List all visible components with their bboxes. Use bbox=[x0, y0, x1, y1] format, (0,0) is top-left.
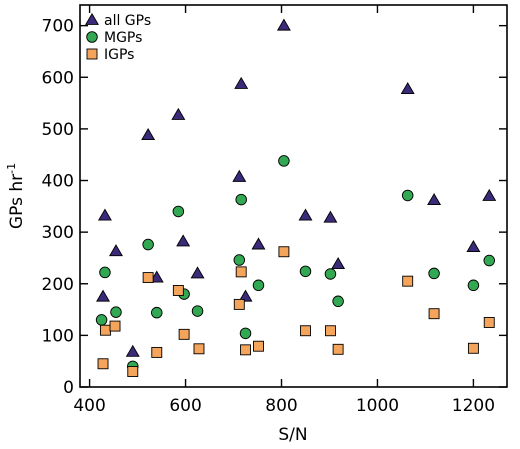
triangle-point bbox=[251, 237, 266, 250]
square-point bbox=[240, 344, 251, 356]
square-point bbox=[127, 366, 139, 377]
triangle-point bbox=[141, 127, 156, 141]
circle-point bbox=[401, 189, 414, 202]
x-tick-label: 1000 bbox=[356, 396, 399, 416]
series-triangle bbox=[96, 18, 497, 357]
y-tick-label: 700 bbox=[42, 17, 74, 37]
y-axis-title-main: GPs hr bbox=[7, 174, 27, 229]
triangle-point bbox=[232, 169, 247, 182]
circle-point bbox=[99, 266, 111, 279]
y-tick-label: 600 bbox=[42, 68, 74, 88]
circle-point bbox=[324, 268, 337, 280]
square-point bbox=[467, 342, 479, 354]
circle-point bbox=[252, 279, 265, 292]
series-square bbox=[97, 246, 495, 377]
square-point bbox=[253, 340, 264, 352]
triangle-point bbox=[109, 244, 123, 257]
circle-point bbox=[151, 306, 163, 319]
square-point bbox=[109, 320, 121, 332]
legend-marker-circle bbox=[86, 31, 98, 43]
triangle-point bbox=[97, 208, 112, 221]
triangle-point bbox=[276, 18, 291, 31]
triangle-point bbox=[427, 193, 442, 206]
y-axis-title-superscript: -1 bbox=[5, 163, 18, 174]
triangle-point bbox=[466, 240, 481, 253]
circle-point bbox=[299, 265, 312, 278]
square-point bbox=[300, 325, 311, 337]
triangle-point bbox=[238, 289, 253, 302]
triangle-point bbox=[234, 76, 249, 89]
y-tick-label: 500 bbox=[42, 120, 74, 140]
square-point bbox=[278, 246, 290, 258]
square-point bbox=[428, 308, 440, 320]
circle-point bbox=[235, 193, 247, 206]
x-tick-label: 800 bbox=[265, 396, 297, 416]
triangle-point bbox=[149, 270, 164, 283]
legend-marker-triangle bbox=[85, 12, 99, 25]
x-tick-label: 600 bbox=[169, 396, 201, 416]
x-tick-label: 400 bbox=[73, 396, 105, 416]
y-axis-title: GPs hr-1 bbox=[5, 163, 27, 229]
square-point bbox=[97, 358, 109, 370]
y-tick-label: 100 bbox=[42, 326, 74, 346]
triangle-point bbox=[298, 208, 313, 221]
data-points bbox=[95, 18, 497, 377]
circle-point bbox=[483, 254, 495, 267]
circle-point bbox=[142, 238, 154, 251]
triangle-point bbox=[176, 234, 191, 247]
circle-point bbox=[172, 205, 185, 218]
circle-point bbox=[233, 254, 246, 266]
square-point bbox=[142, 272, 154, 284]
legend-label: all GPs bbox=[104, 13, 151, 29]
circle-point bbox=[110, 306, 122, 318]
square-point bbox=[99, 324, 111, 336]
square-point bbox=[151, 346, 163, 358]
y-tick-label: 400 bbox=[42, 172, 74, 192]
y-tick-label: 0 bbox=[63, 378, 74, 398]
plot-frame bbox=[79, 4, 508, 388]
x-axis-title: S/N bbox=[278, 425, 307, 445]
triangle-point bbox=[125, 344, 140, 357]
circle-point bbox=[467, 279, 480, 292]
square-point bbox=[324, 325, 336, 337]
square-point bbox=[332, 343, 344, 355]
y-tick-label: 200 bbox=[42, 275, 74, 295]
series-circle bbox=[95, 155, 495, 373]
circle-point bbox=[332, 295, 344, 308]
triangle-point bbox=[400, 82, 415, 95]
square-point bbox=[193, 343, 205, 355]
triangle-point bbox=[482, 188, 497, 201]
legend-label: IGPs bbox=[104, 47, 134, 63]
circle-point bbox=[428, 267, 440, 280]
triangle-point bbox=[331, 257, 346, 270]
circle-point bbox=[278, 155, 290, 167]
triangle-point bbox=[96, 289, 111, 302]
y-tick-label: 300 bbox=[42, 223, 74, 243]
axis-ticks: 400 600 800 1000 1200 0 100 200 300 400 500 600 700 bbox=[42, 5, 507, 416]
circle-point bbox=[239, 327, 252, 340]
circle-point bbox=[191, 305, 204, 317]
square-point bbox=[178, 328, 190, 340]
triangle-point bbox=[323, 210, 338, 223]
triangle-point bbox=[190, 266, 205, 279]
circle-point bbox=[95, 314, 108, 326]
square-point bbox=[233, 298, 245, 310]
triangle-point bbox=[171, 107, 186, 120]
plot-background bbox=[80, 5, 507, 387]
square-point bbox=[235, 266, 247, 278]
square-point bbox=[172, 285, 184, 296]
legend-marker-square bbox=[86, 48, 98, 60]
x-tick-label: 1200 bbox=[452, 396, 495, 416]
legend-label: MGPs bbox=[104, 30, 142, 46]
square-point bbox=[483, 317, 495, 328]
square-point bbox=[402, 275, 414, 287]
